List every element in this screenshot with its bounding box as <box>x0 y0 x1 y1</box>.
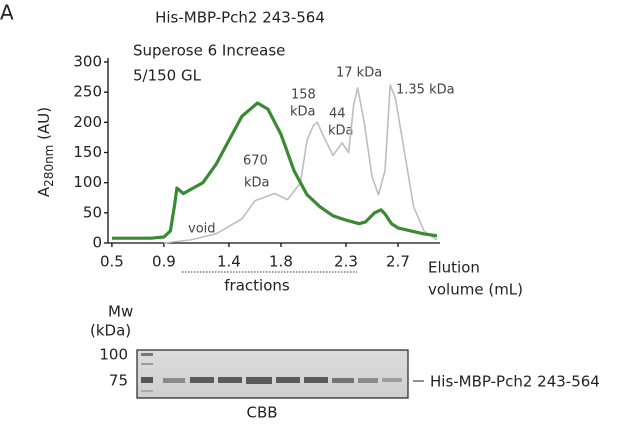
mw-unit: (kDa) <box>90 322 131 340</box>
x-axis-label: volume (mL) <box>428 281 523 299</box>
band <box>276 377 300 383</box>
y-tick-label: 100 <box>73 173 102 191</box>
mw-title: Mw <box>108 303 133 321</box>
annotation: Superose 6 Increase <box>133 42 285 60</box>
band <box>246 377 272 384</box>
annotation: kDa <box>328 124 354 139</box>
x-tick-label: 2.3 <box>334 253 358 271</box>
annotation: 670 <box>243 154 268 169</box>
annotation: kDa <box>290 105 316 120</box>
band-label: His-MBP-Pch2 243-564 <box>430 373 600 391</box>
sample-bands <box>163 377 402 384</box>
series-line <box>163 84 438 244</box>
y-tick-label: 50 <box>83 203 102 221</box>
annotation: 5/150 GL <box>133 67 202 85</box>
y-axis-label-part: A <box>35 186 53 197</box>
band <box>190 377 214 383</box>
marker-band <box>141 353 153 356</box>
gel-frame <box>136 349 409 399</box>
x-tick-label: 0.9 <box>152 253 176 271</box>
band <box>163 378 185 383</box>
x-axis-label: Elution <box>428 259 480 277</box>
gel: Mw (kDa) 100 75 His-MBP-Pch2 243-564 CBB <box>90 303 600 422</box>
y-axis-label-part: 280nm <box>42 145 56 187</box>
x-tick-label: 1.8 <box>269 253 293 271</box>
y-tick-label: 250 <box>73 83 102 101</box>
y-axis-label-part: (AU) <box>35 107 53 140</box>
y-tick-label: 150 <box>73 143 102 161</box>
band <box>304 377 328 383</box>
annotation: void <box>188 222 216 237</box>
band <box>218 377 242 383</box>
fractions-label: fractions <box>224 277 290 295</box>
x-tick-label: 0.5 <box>100 253 124 271</box>
series-line <box>111 101 438 240</box>
band <box>358 378 378 383</box>
marker-label: 100 <box>99 346 128 364</box>
band <box>382 378 402 382</box>
y-axis-label: A280nm (AU) <box>35 107 58 197</box>
annotation: 44 <box>329 107 346 122</box>
marker-band <box>141 363 153 365</box>
panel-label: A <box>0 1 14 25</box>
y-tick-label: 200 <box>73 113 102 131</box>
marker-label: 75 <box>109 372 128 390</box>
stain-label: CBB <box>246 404 277 422</box>
x-tick-label: 2.7 <box>386 253 410 271</box>
x-tick-label: 1.4 <box>217 253 241 271</box>
marker-band <box>141 377 153 383</box>
band <box>332 378 354 383</box>
y-tick-label: 0 <box>92 234 102 252</box>
y-tick-label: 300 <box>73 53 102 71</box>
annotation: 17 kDa <box>336 66 382 81</box>
marker-band <box>141 390 153 392</box>
annotation: kDa <box>244 176 270 191</box>
chart-title: His-MBP-Pch2 243-564 <box>155 9 325 27</box>
annotation: 1.35 kDa <box>396 83 455 98</box>
annotation: 158 <box>291 88 316 103</box>
